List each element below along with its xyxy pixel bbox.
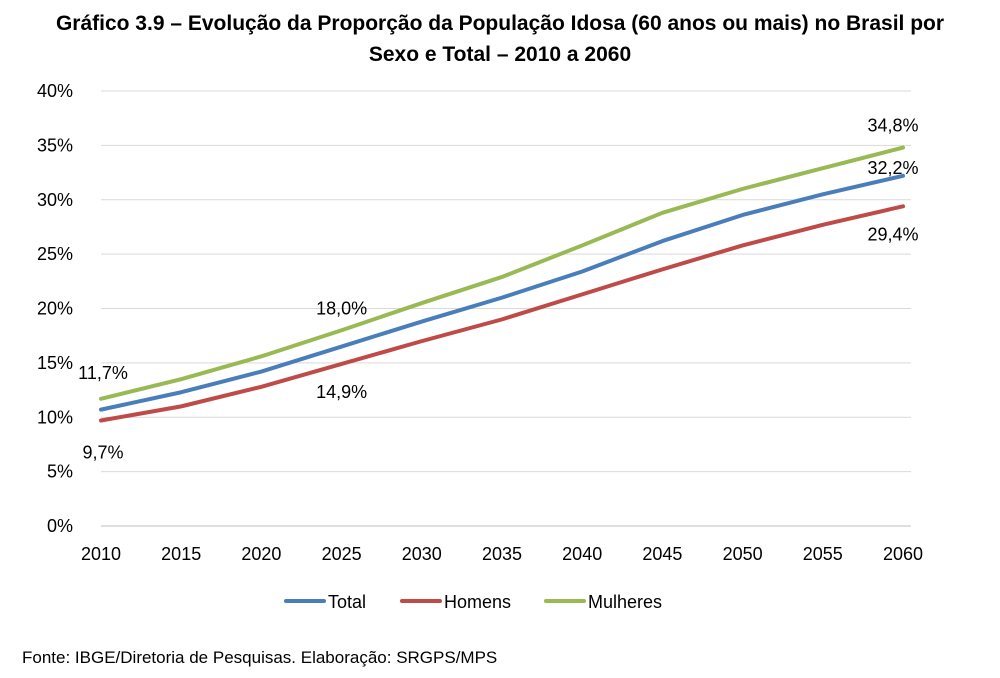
series-line-homens [99,204,905,423]
data-label: 11,7% [78,363,128,383]
x-tick-label: 2050 [723,544,763,564]
x-tick-label: 2055 [803,544,843,564]
chart-title-line1: Gráfico 3.9 – Evolução da Proporção da P… [55,12,945,35]
data-label: 29,4% [867,224,918,244]
x-tick-label: 2025 [322,544,362,564]
x-tick-label: 2015 [161,544,201,564]
y-tick-label: 20% [37,299,73,319]
chart-title: Gráfico 3.9 – Evolução da Proporção da P… [0,8,1000,70]
y-tick-label: 10% [37,407,73,427]
source-note: Fonte: IBGE/Diretoria de Pesquisas. Elab… [22,648,498,667]
x-tick-label: 2010 [81,544,121,564]
x-tick-label: 2060 [883,544,923,564]
y-tick-label: 15% [37,353,73,373]
legend-label-total: Total [328,592,366,612]
y-tick-label: 0% [47,516,73,536]
x-tick-label: 2035 [482,544,522,564]
data-label: 18,0% [316,298,367,318]
data-label: 14,9% [316,382,367,402]
x-tick-label: 2020 [241,544,281,564]
data-label: 34,8% [867,116,918,136]
y-tick-label: 40% [37,81,73,101]
y-tick-label: 35% [37,135,73,155]
y-tick-label: 30% [37,190,73,210]
legend-label-homens: Homens [444,592,511,612]
line-chart: 0% 5% 10% 15% 20% 25% 30% 35% 40% 2010 2015 2020 202… [37,81,923,612]
y-tick-label: 5% [47,462,73,482]
series-line-total [99,173,905,412]
data-label: 9,7% [82,443,123,463]
y-tick-label: 25% [37,244,73,264]
x-tick-label: 2030 [402,544,442,564]
x-tick-label: 2045 [642,544,682,564]
chart-title-line2: Sexo e Total – 2010 a 2060 [368,43,632,66]
series-line-mulheres [99,145,905,401]
legend-label-mulheres: Mulheres [588,592,662,612]
x-tick-label: 2040 [562,544,602,564]
data-label: 32,2% [867,158,918,178]
